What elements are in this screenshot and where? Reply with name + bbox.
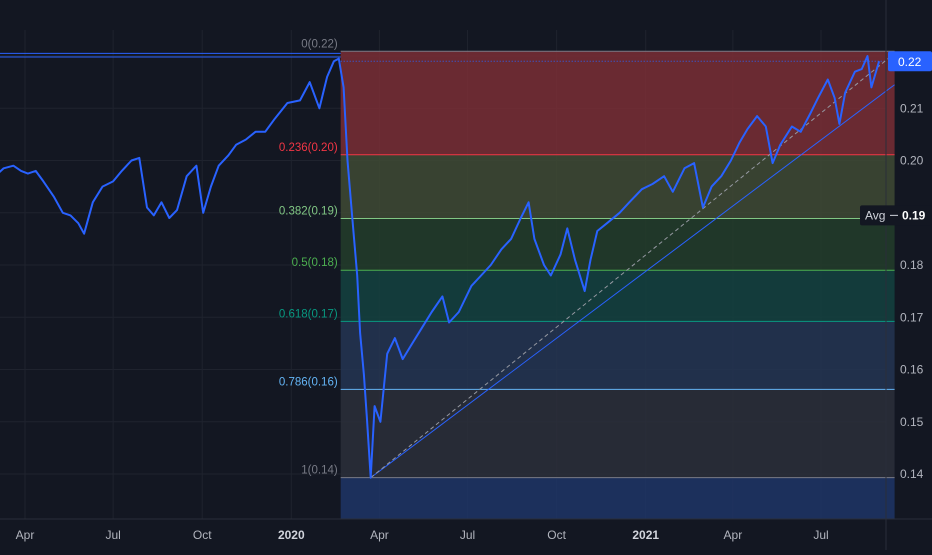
x-tick-label: Jul <box>460 528 475 542</box>
fib-label-1: 1(0.14) <box>301 465 338 477</box>
fib-trend-dashed[interactable] <box>370 52 895 479</box>
fib-zone-1 <box>340 477 895 519</box>
trendlines[interactable] <box>370 52 895 479</box>
avg-value: 0.19 <box>902 208 926 222</box>
fibonacci-retracement[interactable] <box>340 50 895 519</box>
fib-label-0-618: 0.618(0.17) <box>279 308 338 320</box>
y-tick-label: 0.21 <box>900 101 924 115</box>
fib-label-0: 0(0.22) <box>301 38 338 50</box>
fibonacci-labels: 0(0.22) 0.236(0.20) 0.382(0.19) 0.5(0.18) 0.… <box>279 38 338 476</box>
fib-zone-0 <box>340 51 895 155</box>
y-tick-label: 0.17 <box>900 310 924 324</box>
trendline[interactable] <box>370 84 895 479</box>
avg-label: Avg <box>865 208 885 222</box>
y-tick-label: 0.20 <box>900 154 924 168</box>
fib-zone-0-618 <box>340 321 895 390</box>
price-series <box>0 55 881 479</box>
x-tick-label: Apr <box>16 528 35 542</box>
x-tick-label: Apr <box>370 528 389 542</box>
price-line <box>0 55 881 479</box>
y-tick-label: 0.18 <box>900 258 924 272</box>
x-tick-label: 2020 <box>278 528 305 542</box>
x-tick-label: 2021 <box>632 528 659 542</box>
last-price-badge <box>888 51 932 72</box>
horizontal-lines[interactable] <box>0 52 886 62</box>
x-tick-label: Oct <box>547 528 566 542</box>
last-price-value: 0.22 <box>898 55 922 69</box>
y-tick-label: 0.14 <box>900 467 924 481</box>
fib-zone-0-236 <box>340 154 895 219</box>
fib-zone-0-382 <box>340 218 895 271</box>
x-tick-label: Jul <box>105 528 120 542</box>
fib-label-0-236: 0.236(0.20) <box>279 142 338 154</box>
y-tick-label: 0.15 <box>900 415 924 429</box>
x-tick-label: Oct <box>193 528 212 542</box>
fib-label-0-786: 0.786(0.16) <box>279 376 338 388</box>
x-tick-label: Apr <box>724 528 743 542</box>
x-tick-label: Jul <box>813 528 828 542</box>
fib-zone-0-5 <box>340 270 895 322</box>
fib-label-0-5: 0.5(0.18) <box>292 257 338 269</box>
fib-label-0-382: 0.382(0.19) <box>279 205 338 217</box>
y-tick-label: 0.16 <box>900 363 924 377</box>
fib-zone-0-786 <box>340 389 895 478</box>
